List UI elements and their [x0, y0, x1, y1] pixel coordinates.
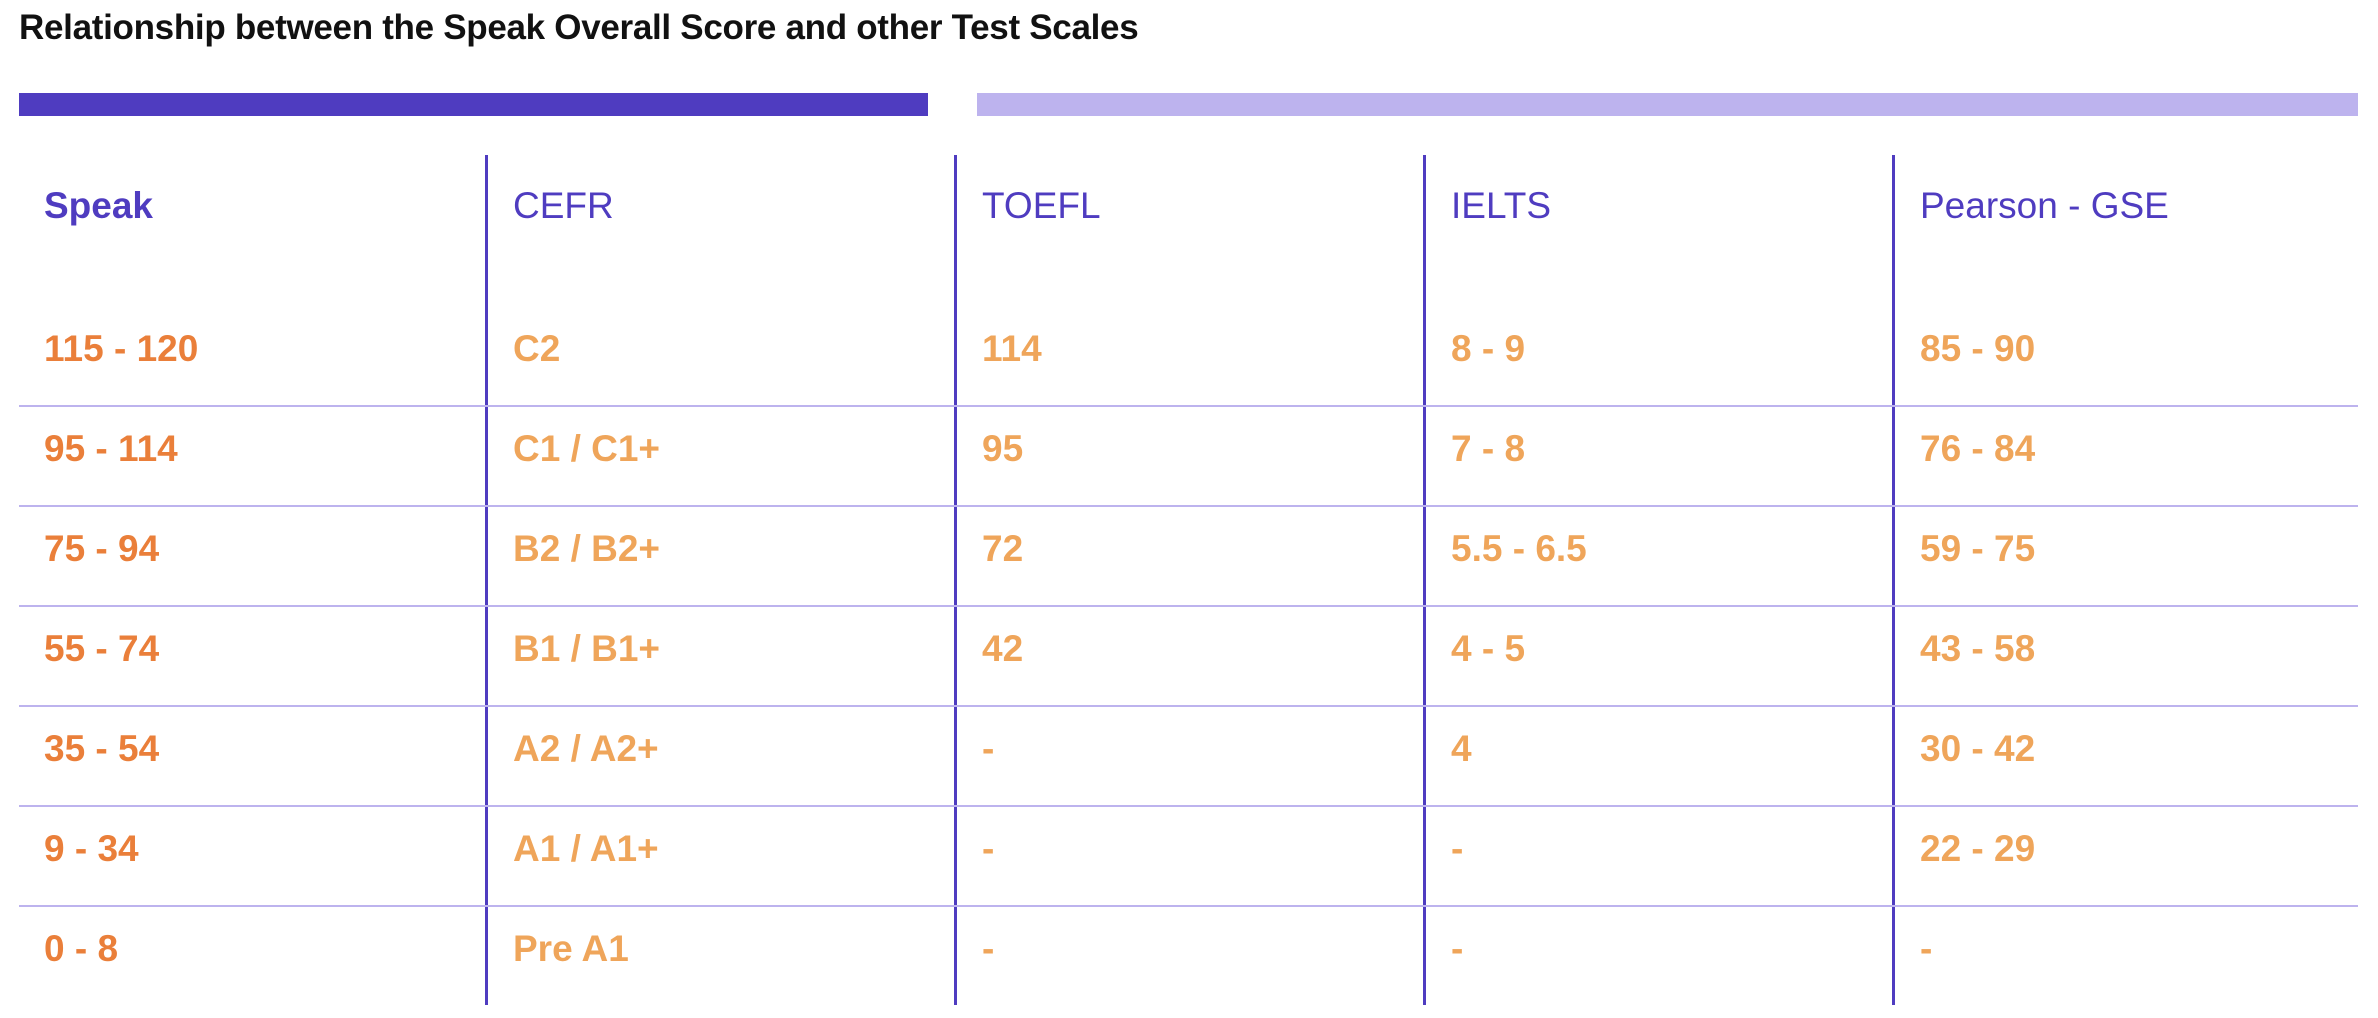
table-cell-speak: 35 - 54: [44, 728, 160, 769]
other-scales-accent-bar: [977, 93, 2358, 116]
table-cell-pearson-gse: -: [1920, 928, 1933, 969]
table-cell-pearson-gse: 76 - 84: [1920, 428, 2036, 469]
table-cell-ielts: 4 - 5: [1451, 628, 1526, 669]
table-cell-toefl: -: [982, 928, 995, 969]
table-cell-pearson-gse: 59 - 75: [1920, 528, 2036, 569]
table-cell-cefr: A2 / A2+: [513, 728, 659, 769]
table-cell-speak: 75 - 94: [44, 528, 160, 569]
row-divider: [19, 905, 2358, 907]
table-cell-toefl: 42: [982, 628, 1024, 669]
table-cell-cefr: C1 / C1+: [513, 428, 661, 469]
table-cell-speak: 0 - 8: [44, 928, 119, 969]
table-cell-ielts: 5.5 - 6.5: [1451, 528, 1587, 569]
table-cell-pearson-gse: 30 - 42: [1920, 728, 2036, 769]
speak-accent-bar: [19, 93, 928, 116]
table-cell-cefr: Pre A1: [513, 928, 629, 969]
table-cell-ielts: 4: [1451, 728, 1472, 769]
row-divider: [19, 605, 2358, 607]
table-cell-cefr: A1 / A1+: [513, 828, 659, 869]
row-divider: [19, 505, 2358, 507]
column-divider: [485, 155, 488, 1005]
table-cell-toefl: 95: [982, 428, 1024, 469]
table-cell-cefr: C2: [513, 328, 561, 369]
table-cell-pearson-gse: 43 - 58: [1920, 628, 2036, 669]
table-cell-speak: 9 - 34: [44, 828, 139, 869]
table-cell-ielts: 7 - 8: [1451, 428, 1526, 469]
column-header-cefr: CEFR: [513, 185, 614, 226]
row-divider: [19, 405, 2358, 407]
table-cell-speak: 115 - 120: [44, 328, 199, 369]
row-divider: [19, 705, 2358, 707]
row-divider: [19, 805, 2358, 807]
column-header-speak: Speak: [44, 185, 154, 226]
column-header-pearson-gse: Pearson - GSE: [1920, 185, 2169, 226]
page-title: Relationship between the Speak Overall S…: [19, 8, 1139, 47]
table-cell-ielts: -: [1451, 928, 1464, 969]
table-cell-ielts: -: [1451, 828, 1464, 869]
column-divider: [954, 155, 957, 1005]
table-cell-speak: 95 - 114: [44, 428, 178, 469]
table-cell-pearson-gse: 85 - 90: [1920, 328, 2036, 369]
column-divider: [1892, 155, 1895, 1005]
table-cell-toefl: 72: [982, 528, 1024, 569]
table-cell-toefl: -: [982, 828, 995, 869]
table-cell-ielts: 8 - 9: [1451, 328, 1526, 369]
table-cell-cefr: B1 / B1+: [513, 628, 661, 669]
column-divider: [1423, 155, 1426, 1005]
column-header-ielts: IELTS: [1451, 185, 1552, 226]
table-cell-toefl: 114: [982, 328, 1042, 369]
column-header-toefl: TOEFL: [982, 185, 1101, 226]
table-cell-toefl: -: [982, 728, 995, 769]
table-cell-speak: 55 - 74: [44, 628, 160, 669]
table-cell-pearson-gse: 22 - 29: [1920, 828, 2036, 869]
score-comparison-table: Speak CEFR TOEFL IELTS Pearson - GSE 115 - 12…: [19, 155, 2358, 1005]
table-cell-cefr: B2 / B2+: [513, 528, 661, 569]
